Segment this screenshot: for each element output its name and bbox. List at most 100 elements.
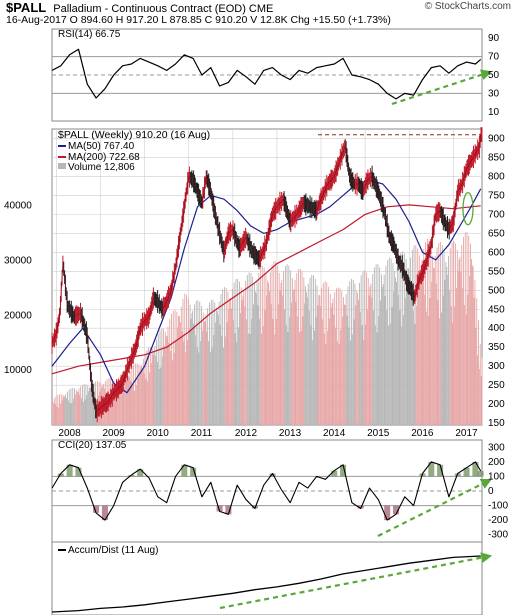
volume-bar bbox=[385, 265, 387, 425]
volume-bar bbox=[147, 381, 149, 425]
volume-bar bbox=[254, 283, 255, 425]
accum-dist-legend: Accum/Dist (11 Aug) bbox=[68, 545, 158, 556]
volume-bar bbox=[114, 383, 116, 425]
volume-bar bbox=[322, 282, 324, 425]
volume-bar bbox=[423, 249, 425, 425]
volume-bar bbox=[284, 266, 286, 425]
volume-bar bbox=[175, 339, 177, 425]
volume-bar bbox=[187, 340, 188, 425]
volume-bar bbox=[138, 364, 140, 425]
volume-bar bbox=[296, 273, 298, 425]
volume-bar bbox=[362, 271, 364, 425]
volume-bar bbox=[159, 330, 161, 425]
volume-bar bbox=[359, 282, 360, 425]
volume-bar bbox=[199, 301, 201, 425]
volume-bar bbox=[168, 343, 170, 425]
volume-bar bbox=[396, 266, 398, 425]
volume-bar bbox=[252, 276, 254, 425]
volume-bar bbox=[181, 331, 183, 425]
volume-bar bbox=[254, 291, 256, 425]
volume-bar bbox=[218, 301, 220, 425]
volume-bar bbox=[448, 290, 450, 425]
cci-extreme-fill bbox=[384, 505, 391, 521]
volume-bar bbox=[472, 266, 474, 425]
volume-bar bbox=[62, 394, 64, 425]
volume-bar bbox=[141, 365, 142, 425]
cci-tick-label: 0 bbox=[488, 486, 494, 497]
volume-bar bbox=[449, 248, 451, 425]
volume-bar bbox=[170, 351, 172, 425]
price-close-line bbox=[51, 134, 481, 413]
volume-bar bbox=[435, 283, 437, 425]
volume-bar bbox=[381, 286, 383, 425]
volume-bar bbox=[174, 309, 176, 425]
volume-bar bbox=[238, 327, 239, 425]
volume-bar bbox=[446, 266, 448, 425]
price-tick-label: 500 bbox=[488, 285, 505, 296]
volume-bar bbox=[154, 346, 156, 425]
volume-bar bbox=[335, 327, 336, 425]
volume-bar bbox=[67, 400, 69, 425]
volume-bar bbox=[301, 271, 303, 425]
volume-bar bbox=[149, 347, 151, 425]
volume-bar bbox=[407, 268, 409, 425]
volume-bar bbox=[223, 348, 224, 425]
volume-bar bbox=[253, 304, 254, 425]
volume-bar bbox=[319, 295, 321, 425]
volume-bar bbox=[156, 339, 157, 425]
volume-bar bbox=[406, 282, 408, 425]
volume-bar bbox=[118, 377, 120, 425]
volume-bar bbox=[311, 275, 313, 425]
volume-bar bbox=[246, 275, 248, 425]
volume-bar bbox=[366, 272, 367, 425]
volume-bar bbox=[270, 304, 272, 425]
volume-bar bbox=[307, 283, 309, 425]
volume-bar bbox=[222, 289, 224, 425]
volume-bar bbox=[90, 390, 92, 425]
volume-bar bbox=[217, 315, 219, 425]
volume-bar bbox=[65, 394, 67, 425]
volume-bar bbox=[214, 302, 216, 425]
volume-bar bbox=[122, 392, 124, 425]
volume-bar bbox=[382, 284, 384, 425]
volume-bar bbox=[426, 311, 427, 425]
volume-bar bbox=[117, 387, 119, 425]
cci-extreme-fill bbox=[190, 467, 197, 477]
year-tick-label: 2012 bbox=[235, 428, 258, 439]
volume-bar bbox=[460, 272, 462, 425]
volume-bar bbox=[427, 315, 429, 425]
volume-bar bbox=[142, 359, 144, 425]
volume-bar bbox=[189, 304, 191, 425]
volume-bar bbox=[246, 319, 247, 425]
volume-bar bbox=[261, 265, 263, 425]
volume-bar bbox=[314, 279, 316, 425]
volume-bar bbox=[77, 392, 79, 425]
cci-extreme-fill bbox=[357, 505, 364, 509]
volume-bar bbox=[245, 280, 247, 425]
volume-bar bbox=[209, 352, 211, 425]
volume-bar bbox=[60, 394, 62, 425]
volume-bar bbox=[457, 271, 459, 425]
volume-bar bbox=[134, 390, 135, 425]
volume-bar bbox=[248, 272, 250, 425]
price-tick-label: 800 bbox=[488, 171, 505, 182]
volume-bar bbox=[380, 300, 381, 425]
volume-bar bbox=[279, 290, 281, 425]
volume-bar bbox=[306, 297, 308, 425]
volume-tick-label: 30000 bbox=[4, 256, 32, 267]
volume-bar bbox=[430, 246, 432, 425]
volume-bar bbox=[409, 280, 411, 425]
volume-bar bbox=[330, 307, 332, 425]
volume-bar bbox=[332, 298, 334, 425]
volume-bar bbox=[368, 295, 370, 425]
volume-bar bbox=[57, 395, 59, 425]
volume-bar bbox=[231, 308, 232, 425]
volume-bar bbox=[185, 352, 187, 425]
volume-bar bbox=[374, 325, 376, 425]
ma50-legend: MA(50) 767.40 bbox=[68, 141, 135, 152]
volume-bar bbox=[480, 376, 482, 425]
accum-dist-line bbox=[51, 555, 481, 613]
volume-bar bbox=[134, 363, 136, 425]
volume-bar bbox=[308, 310, 310, 425]
volume-bar bbox=[79, 394, 81, 425]
